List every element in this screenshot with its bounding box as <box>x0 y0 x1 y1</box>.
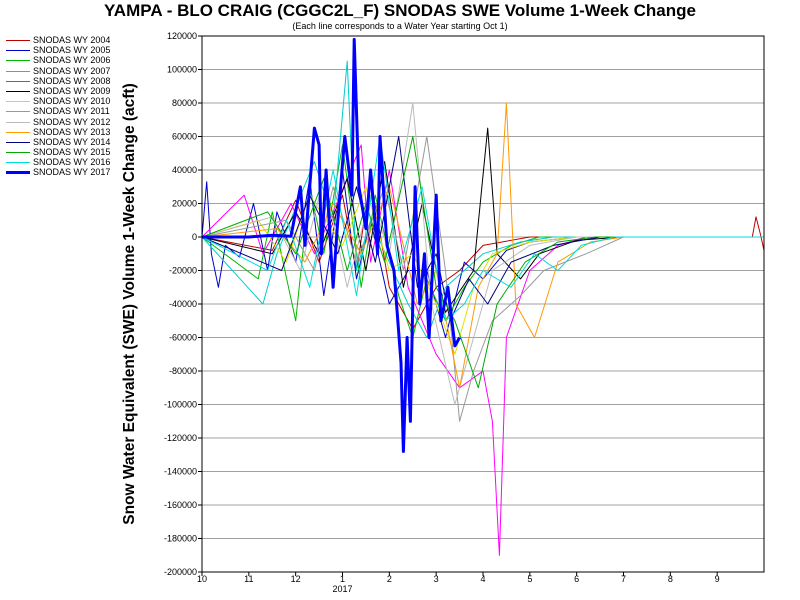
series-lines <box>201 37 765 556</box>
legend-item: SNODAS WY 2013 <box>2 127 132 137</box>
legend-item: SNODAS WY 2004 <box>2 35 132 45</box>
legend-swatch <box>6 90 30 92</box>
legend-label: SNODAS WY 2013 <box>33 126 111 137</box>
x-tick-label: 3 <box>434 574 439 584</box>
legend-item: SNODAS WY 2014 <box>2 137 132 147</box>
legend-label: SNODAS WY 2014 <box>33 136 111 147</box>
x-tick-label: 6 <box>574 574 579 584</box>
y-tick-label: -100000 <box>164 400 197 410</box>
legend-swatch <box>6 60 30 62</box>
x-tick-label: 12 <box>291 574 301 584</box>
legend-label: SNODAS WY 2011 <box>33 106 110 117</box>
chart-title: YAMPA - BLO CRAIG (CGGC2L_F) SNODAS SWE … <box>104 1 696 20</box>
x-tick-label: 11 <box>244 574 253 584</box>
legend-swatch <box>6 152 30 154</box>
legend-item: SNODAS WY 2005 <box>2 45 132 55</box>
legend-swatch <box>6 50 30 52</box>
legend-item: SNODAS WY 2012 <box>2 117 132 127</box>
legend-swatch <box>6 40 30 41</box>
legend-label: SNODAS WY 2016 <box>33 157 111 168</box>
legend-label: SNODAS WY 2012 <box>33 116 111 127</box>
y-tick-label: -200000 <box>164 567 197 577</box>
legend-swatch <box>6 80 30 82</box>
legend-item: SNODAS WY 2016 <box>2 157 132 167</box>
x-tick-label: 9 <box>715 574 720 584</box>
y-tick-label: -140000 <box>164 467 197 477</box>
legend-item: SNODAS WY 2007 <box>2 66 132 76</box>
legend-label: SNODAS WY 2006 <box>33 55 111 66</box>
legend-swatch <box>6 171 30 175</box>
y-tick-label: -40000 <box>169 299 197 309</box>
legend-item: SNODAS WY 2010 <box>2 96 132 106</box>
y-tick-label: 120000 <box>167 31 197 41</box>
series-line <box>201 102 764 405</box>
y-tick-label: -20000 <box>169 266 197 276</box>
legend-label: SNODAS WY 2004 <box>33 35 111 45</box>
series-line <box>202 37 461 453</box>
legend-label: SNODAS WY 2007 <box>33 65 111 76</box>
y-tick-label: 80000 <box>172 98 197 108</box>
legend-label: SNODAS WY 2005 <box>33 45 111 56</box>
legend-item: SNODAS WY 2006 <box>2 55 132 65</box>
legend-swatch <box>6 162 30 164</box>
legend-item: SNODAS WY 2008 <box>2 76 132 86</box>
y-tick-label: -80000 <box>169 366 197 376</box>
x-tick-label: 4 <box>480 574 485 584</box>
y-tick-label: -160000 <box>164 500 197 510</box>
y-tick-label: -120000 <box>164 433 197 443</box>
legend-label: SNODAS WY 2015 <box>33 147 111 158</box>
legend-label: SNODAS WY 2008 <box>33 75 111 86</box>
y-tick-label: 20000 <box>172 199 197 209</box>
legend-item: SNODAS WY 2017 <box>2 167 132 177</box>
chart-subtitle: (Each line corresponds to a Water Year s… <box>292 21 508 31</box>
legend-swatch <box>6 111 30 113</box>
y-tick-label: 0 <box>192 232 197 242</box>
legend-label: SNODAS WY 2017 <box>33 167 111 178</box>
y-tick-label: -60000 <box>169 333 197 343</box>
legend-swatch <box>6 121 30 123</box>
series-line <box>201 144 764 556</box>
y-axis: 120000 100000 80000 60000 40000 20000 0 -20000 -… <box>164 31 202 577</box>
x-year-label: 2017 <box>332 584 352 594</box>
series-line <box>201 136 764 389</box>
legend-label: SNODAS WY 2009 <box>33 85 111 96</box>
legend-swatch <box>6 131 30 133</box>
y-tick-label: 40000 <box>172 165 197 175</box>
x-tick-label: 7 <box>621 574 626 584</box>
x-tick-label: 8 <box>668 574 673 584</box>
x-tick-label: 5 <box>527 574 532 584</box>
y-tick-label: 100000 <box>167 65 197 75</box>
legend: SNODAS WY 2004 SNODAS WY 2005 SNODAS WY 20… <box>2 35 132 178</box>
y-tick-label: 60000 <box>172 132 197 142</box>
x-tick-label: 10 <box>197 574 207 584</box>
legend-item: SNODAS WY 2009 <box>2 86 132 96</box>
x-tick-label: 2 <box>387 574 392 584</box>
legend-label: SNODAS WY 2010 <box>33 96 111 107</box>
grid-lines <box>202 69 764 539</box>
y-tick-label: -180000 <box>164 534 197 544</box>
x-tick-label: 1 <box>340 574 345 584</box>
legend-swatch <box>6 101 30 103</box>
legend-swatch <box>6 141 30 143</box>
legend-item: SNODAS WY 2015 <box>2 147 132 157</box>
legend-swatch <box>6 70 30 72</box>
legend-item: SNODAS WY 2011 <box>2 106 132 116</box>
